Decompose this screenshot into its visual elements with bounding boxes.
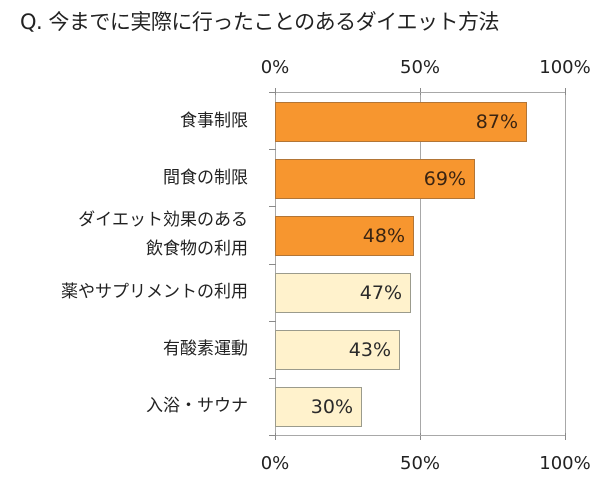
gridline-vertical — [565, 92, 566, 436]
bar: 30% — [275, 387, 362, 427]
bar: 48% — [275, 216, 414, 256]
category-label: 薬やサプリメントの利用 — [61, 282, 248, 302]
gridline-vertical — [420, 92, 421, 436]
x-axis-tick-bottom — [275, 433, 276, 440]
x-axis-tick-bottom — [565, 433, 566, 440]
y-axis-tick — [269, 264, 276, 265]
category-label: 有酸素運動 — [163, 339, 248, 359]
x-axis-top-line — [275, 92, 565, 93]
category-label: ダイエット効果のある — [78, 210, 248, 230]
x-axis-tick-top — [275, 88, 276, 95]
x-axis-top-tick-label: 0% — [260, 57, 290, 78]
bar-value-label: 43% — [348, 339, 391, 361]
category-label: 食事制限 — [180, 111, 248, 131]
x-axis-bottom-tick-label: 0% — [260, 453, 290, 474]
bar-value-label: 87% — [475, 111, 518, 133]
y-axis-tick — [269, 321, 276, 322]
x-axis-tick-top — [565, 88, 566, 95]
y-axis-tick — [269, 92, 276, 93]
x-axis-bottom-line — [275, 435, 565, 436]
chart-title: Q. 今までに実際に行ったことのあるダイエット方法 — [20, 10, 499, 34]
x-axis-tick-top — [420, 88, 421, 95]
y-axis-tick — [269, 149, 276, 150]
category-label: 入浴・サウナ — [146, 396, 248, 416]
category-label: 間食の制限 — [163, 168, 248, 188]
bar-value-label: 47% — [359, 282, 402, 304]
y-axis-tick — [269, 435, 276, 436]
bar-value-label: 69% — [423, 168, 466, 190]
bar: 69% — [275, 159, 475, 199]
x-axis-bottom-tick-label: 100% — [539, 453, 591, 474]
y-axis-tick — [269, 378, 276, 379]
category-label: 飲食物の利用 — [146, 239, 248, 259]
y-axis-tick — [269, 206, 276, 207]
x-axis-bottom-tick-label: 50% — [399, 453, 441, 474]
bar: 43% — [275, 330, 400, 370]
x-axis-top-tick-label: 100% — [539, 57, 591, 78]
x-axis-top-tick-label: 50% — [399, 57, 441, 78]
x-axis-tick-bottom — [420, 433, 421, 440]
bar: 47% — [275, 273, 411, 313]
bar-value-label: 48% — [362, 225, 405, 247]
bar-value-label: 30% — [310, 396, 353, 418]
bar: 87% — [275, 102, 527, 142]
